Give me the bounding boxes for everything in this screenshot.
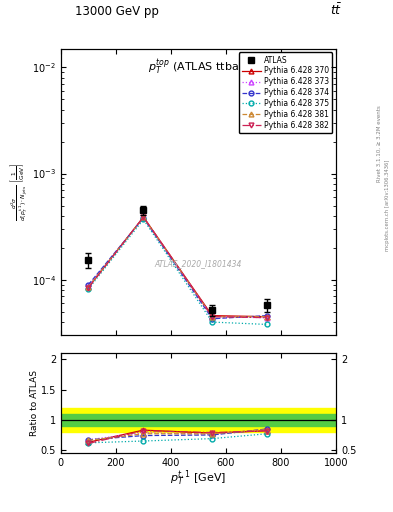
Text: $t\bar{t}$: $t\bar{t}$ bbox=[330, 3, 342, 18]
Bar bbox=[61, 414, 336, 426]
Pythia 6.428 382 bbox=[141, 214, 146, 220]
Pythia 6.428 381 bbox=[210, 313, 215, 319]
Pythia 6.428 375 bbox=[86, 286, 91, 292]
Pythia 6.428 381 bbox=[86, 284, 91, 290]
Text: 13000 GeV pp: 13000 GeV pp bbox=[75, 5, 158, 18]
Pythia 6.428 373 bbox=[265, 314, 270, 321]
Pythia 6.428 370 bbox=[86, 284, 91, 290]
Pythia 6.428 375 bbox=[265, 322, 270, 328]
Pythia 6.428 375 bbox=[210, 319, 215, 325]
Legend: ATLAS, Pythia 6.428 370, Pythia 6.428 373, Pythia 6.428 374, Pythia 6.428 375, P: ATLAS, Pythia 6.428 370, Pythia 6.428 37… bbox=[239, 52, 332, 133]
Y-axis label: $\frac{d^2\sigma}{d(p_T^{t,1})\cdot N_{jets}}$ $\left[\frac{1}{\mathrm{GeV}}\rig: $\frac{d^2\sigma}{d(p_T^{t,1})\cdot N_{j… bbox=[9, 162, 31, 222]
Line: Pythia 6.428 381: Pythia 6.428 381 bbox=[86, 215, 270, 319]
X-axis label: $p_T^{t,1}$ [GeV]: $p_T^{t,1}$ [GeV] bbox=[170, 470, 227, 489]
Pythia 6.428 370 bbox=[210, 312, 215, 318]
Pythia 6.428 381 bbox=[141, 214, 146, 220]
Line: Pythia 6.428 382: Pythia 6.428 382 bbox=[86, 215, 270, 320]
Line: Pythia 6.428 373: Pythia 6.428 373 bbox=[86, 215, 270, 320]
Bar bbox=[61, 408, 336, 432]
Pythia 6.428 374 bbox=[86, 282, 91, 288]
Pythia 6.428 374 bbox=[141, 215, 146, 221]
Pythia 6.428 370 bbox=[141, 214, 146, 220]
Pythia 6.428 373 bbox=[141, 215, 146, 221]
Pythia 6.428 370 bbox=[265, 313, 270, 319]
Y-axis label: Ratio to ATLAS: Ratio to ATLAS bbox=[30, 370, 39, 436]
Line: Pythia 6.428 375: Pythia 6.428 375 bbox=[86, 217, 270, 327]
Pythia 6.428 382 bbox=[210, 313, 215, 319]
Pythia 6.428 381 bbox=[265, 313, 270, 319]
Pythia 6.428 373 bbox=[86, 283, 91, 289]
Text: mcplots.cern.ch [arXiv:1306.3436]: mcplots.cern.ch [arXiv:1306.3436] bbox=[385, 159, 389, 250]
Pythia 6.428 382 bbox=[86, 285, 91, 291]
Text: Rivet 3.1.10, ≥ 3.2M events: Rivet 3.1.10, ≥ 3.2M events bbox=[377, 105, 382, 182]
Pythia 6.428 375 bbox=[141, 217, 146, 223]
Pythia 6.428 374 bbox=[210, 316, 215, 322]
Line: Pythia 6.428 374: Pythia 6.428 374 bbox=[86, 216, 270, 321]
Pythia 6.428 374 bbox=[265, 312, 270, 318]
Pythia 6.428 373 bbox=[210, 313, 215, 319]
Text: ATLAS_2020_I1801434: ATLAS_2020_I1801434 bbox=[155, 259, 242, 268]
Text: $p_T^{top}$ (ATLAS ttbar): $p_T^{top}$ (ATLAS ttbar) bbox=[149, 57, 248, 77]
Pythia 6.428 382 bbox=[265, 314, 270, 321]
Line: Pythia 6.428 370: Pythia 6.428 370 bbox=[86, 215, 270, 319]
